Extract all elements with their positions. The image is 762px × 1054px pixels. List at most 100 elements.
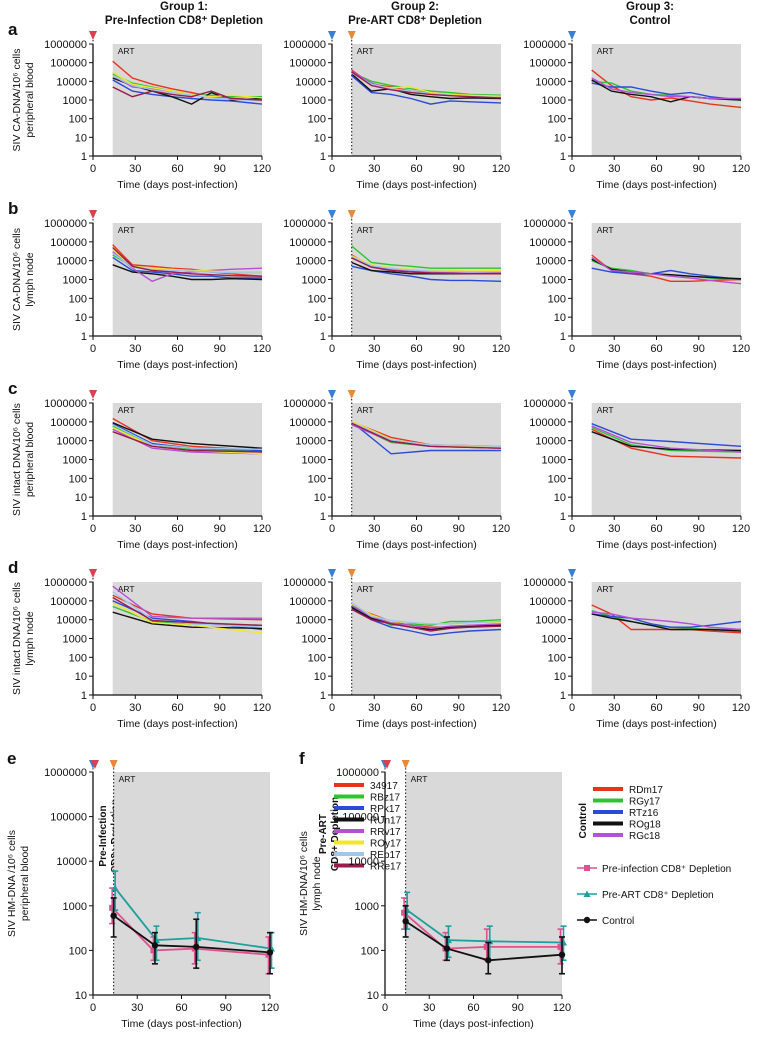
- y-axis-label-line2: lymph node: [311, 856, 323, 910]
- y-tick-label: 100000: [342, 812, 379, 824]
- x-tick-label: 30: [129, 343, 141, 355]
- group-header-line2: Pre-Infection CD8⁺ Depletion: [105, 15, 263, 27]
- x-tick-label: 30: [423, 1002, 435, 1014]
- y-tick-label: 100: [308, 473, 326, 485]
- mean-line-2: [113, 914, 271, 954]
- y-tick-label: 10000: [295, 436, 326, 448]
- legend-title-line2: CD8+ Depletion: [330, 797, 341, 871]
- y-tick-label: 1: [320, 511, 326, 523]
- y-tick-label: 10: [75, 671, 87, 683]
- series-line-RUn17: [351, 606, 502, 631]
- chart-panel-a-group1: ART 1 10 100 1000 10000 100000 1000000 0 30 60 90 12…: [44, 31, 271, 191]
- legend-title-line1: Pre-Infection: [98, 805, 109, 866]
- x-tick-label: 0: [569, 163, 575, 175]
- x-axis-label: Time (days post-infection): [117, 179, 237, 191]
- x-tick-label: 120: [492, 343, 510, 355]
- panel-letter: b: [8, 199, 18, 218]
- infection-marker-icon: [568, 569, 576, 578]
- y-tick-label: 10: [314, 492, 326, 504]
- art-marker-icon: [109, 760, 118, 769]
- chart-panel-d-group1: ART 1 10 100 1000 10000 100000 1000000 0 30 60 90 12…: [44, 569, 271, 730]
- x-tick-label: 60: [171, 343, 183, 355]
- y-axis-label-line2: lymph node: [24, 611, 36, 665]
- chart-panel-a-group2: ART 1 10 100 1000 10000 100000 1000000 0 30 60 90 12…: [283, 31, 510, 191]
- x-tick-label: 0: [90, 523, 96, 535]
- y-tick-label: 100000: [529, 596, 566, 608]
- y-tick-label: 10000: [56, 436, 87, 448]
- data-point-circle: [485, 957, 492, 964]
- series-line-RNa18: [112, 422, 263, 449]
- data-point-circle: [443, 945, 451, 952]
- art-shaded-region: [351, 223, 501, 336]
- x-tick-label: 90: [214, 343, 226, 355]
- summary-legend-label: Pre-ART CD8⁺ Depletion: [602, 890, 714, 901]
- y-tick-label: 10: [367, 990, 379, 1002]
- y-tick-label: 1000: [63, 901, 87, 913]
- series-line-RRv17: [351, 605, 502, 630]
- x-tick-label: 30: [368, 702, 380, 714]
- x-tick-label: 0: [569, 702, 575, 714]
- y-tick-label: 100: [69, 293, 87, 305]
- x-tick-label: 30: [368, 343, 380, 355]
- x-tick-label: 120: [732, 343, 750, 355]
- x-tick-label: 120: [492, 523, 510, 535]
- art-marker-icon: [347, 31, 356, 40]
- y-tick-label: 100: [308, 114, 326, 126]
- x-tick-label: 60: [410, 343, 422, 355]
- art-label: ART: [357, 584, 374, 594]
- series-line-34896: [112, 79, 263, 105]
- legend-item-label: RGy17: [629, 797, 661, 808]
- x-tick-label: 0: [382, 1002, 388, 1014]
- data-point-circle: [558, 951, 566, 958]
- x-tick-label: 0: [90, 163, 96, 175]
- x-tick-label: 30: [608, 523, 620, 535]
- legend-marker-triangle: [583, 890, 591, 897]
- y-tick-label: 100: [548, 473, 566, 485]
- legend-item-label: RGc18: [629, 831, 661, 842]
- data-point-circle: [402, 918, 409, 925]
- infection-marker-icon: [568, 31, 576, 40]
- y-tick-label: 1000: [302, 455, 326, 467]
- art-shaded-region: [112, 403, 262, 516]
- y-tick-label: 1: [560, 511, 566, 523]
- data-point-square: [483, 943, 490, 950]
- y-tick-label: 10000: [535, 76, 566, 88]
- series-line-RGa18: [112, 585, 262, 619]
- art-shaded-region: [112, 582, 262, 695]
- art-marker-icon: [347, 569, 356, 578]
- y-tick-label: 1000000: [336, 767, 379, 779]
- chart-panel-c-group1: ART 1 10 100 1000 10000 100000 1000000 0 30 60 90 12…: [44, 390, 271, 551]
- depletion-marker-icon: [89, 569, 97, 578]
- y-tick-label: 10: [554, 671, 566, 683]
- y-tick-label: 1000000: [44, 39, 87, 51]
- chart-panel-d-group3: ART 1 10 100 1000 10000 100000 1000000 0 30 60 90 12…: [523, 569, 750, 730]
- series-line-ROg18: [591, 613, 742, 632]
- y-tick-label: 100000: [50, 812, 87, 824]
- series-line-RPk17: [351, 421, 501, 455]
- y-axis-label-line2: peripheral blood: [19, 846, 31, 921]
- y-tick-label: 1000000: [44, 398, 87, 410]
- series-line-RRe17: [351, 422, 502, 449]
- x-tick-label: 60: [171, 163, 183, 175]
- series-line-RZh17: [112, 431, 263, 453]
- y-tick-label: 100: [308, 652, 326, 664]
- x-tick-label: 30: [131, 1002, 143, 1014]
- series-line-RGc18: [591, 425, 742, 453]
- y-tick-label: 1000000: [523, 39, 566, 51]
- y-tick-label: 10: [75, 492, 87, 504]
- y-tick-label: 1000000: [283, 398, 326, 410]
- depletion-marker-icon: [91, 760, 99, 769]
- y-tick-label: 1000: [542, 455, 566, 467]
- art-label: ART: [119, 774, 136, 784]
- series-line-RTz16: [591, 82, 742, 101]
- x-tick-label: 120: [492, 163, 510, 175]
- depletion-marker-icon: [89, 31, 97, 40]
- x-tick-label: 90: [220, 1002, 232, 1014]
- y-tick-label: 1: [81, 151, 87, 163]
- group-header-line1: Group 1:: [160, 1, 208, 13]
- panel-letter: a: [8, 20, 18, 39]
- depletion-marker-icon: [89, 210, 97, 219]
- y-tick-label: 100: [548, 652, 566, 664]
- chart-panel-c-group3: ART 1 10 100 1000 10000 100000 1000000 0 30 60 90 12…: [523, 390, 750, 551]
- y-tick-label: 1000: [542, 95, 566, 107]
